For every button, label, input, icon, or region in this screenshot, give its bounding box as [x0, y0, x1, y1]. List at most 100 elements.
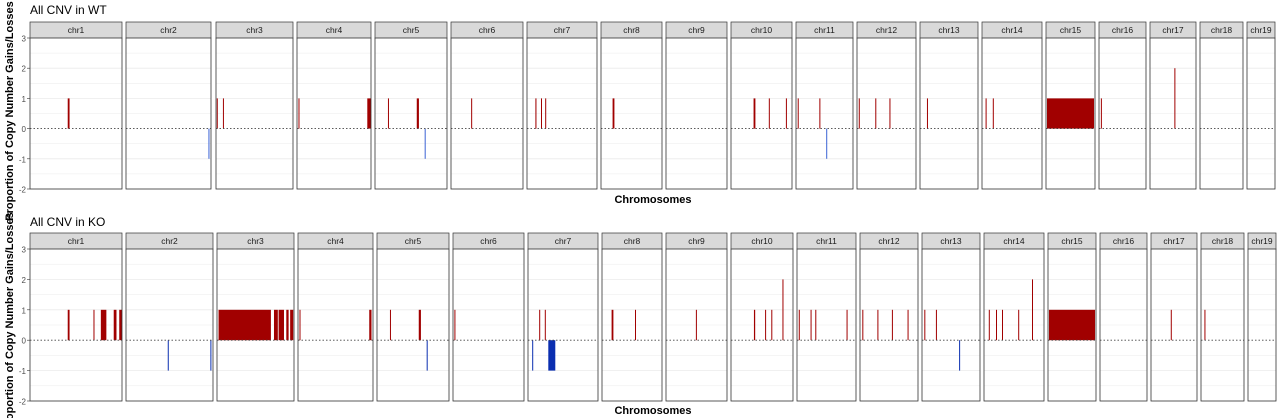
facet-strip-label: chr14 [1001, 25, 1023, 35]
gain-bar [1174, 68, 1176, 129]
facet-strip-label: chr6 [480, 236, 497, 246]
facet-strip-label: chr16 [1113, 236, 1135, 246]
facet-chr11: chr11 [795, 21, 854, 190]
facet-panel-border [1247, 248, 1277, 402]
facet-panel-border [216, 248, 295, 402]
gain-bar [218, 309, 271, 341]
gain-bar [273, 309, 278, 341]
facet-panel-border [125, 37, 212, 190]
facet-panel-border [1045, 37, 1096, 190]
gain-bar [416, 98, 419, 129]
gain-bar [926, 98, 928, 129]
facet-panel-border [526, 37, 598, 190]
gain-bar [891, 309, 893, 341]
facet-panel-border [1200, 248, 1245, 402]
gain-bar [771, 309, 773, 341]
facet-chr16: chr16 [1098, 21, 1147, 190]
facet-chr13: chr13 [919, 21, 979, 190]
gain-bar [985, 98, 987, 129]
facet-strip-label: chr7 [554, 25, 571, 35]
y-tick-label: -2 [19, 186, 27, 195]
facet-strip-label: chr8 [623, 25, 640, 35]
gain-bar [1032, 279, 1033, 341]
gain-bar [1204, 309, 1206, 341]
wt-chart-title: All CNV in WT [30, 3, 107, 17]
facet-strip-label: chr2 [160, 25, 177, 35]
facet-chr7: chr7 [526, 21, 598, 190]
facet-chr12: chr12 [859, 232, 919, 402]
facet-strip-label: chr1 [68, 236, 85, 246]
facet-strip-label: chr5 [403, 25, 420, 35]
loss-bar [167, 340, 169, 371]
facet-strip-label: chr1 [68, 25, 85, 35]
ko-chart-title: All CNV in KO [30, 215, 105, 229]
gain-bar [996, 309, 997, 341]
facet-chr2: chr2 [125, 232, 214, 402]
gain-bar [290, 309, 294, 341]
facet-strip-label: chr4 [326, 25, 343, 35]
facet-chr16: chr16 [1099, 232, 1148, 402]
facet-chr9: chr9 [665, 21, 728, 190]
facet-panel-border [527, 248, 599, 402]
loss-bar [208, 128, 210, 159]
y-tick-label: 2 [22, 65, 27, 74]
ko-x-axis-label: Chromosomes [614, 405, 691, 417]
facet-chr6: chr6 [452, 232, 525, 402]
facet-panel-border [665, 37, 728, 190]
facet-panel-border [856, 37, 917, 190]
facet-chr19: chr19 [1247, 232, 1277, 402]
gain-bar [216, 98, 218, 129]
facet-panel-border [730, 248, 794, 402]
gain-bar [544, 309, 546, 341]
gain-bar [67, 98, 70, 129]
facet-strip-label: chr16 [1112, 25, 1134, 35]
facet-chr1: chr1 [29, 232, 123, 402]
gain-bar [768, 98, 770, 129]
gain-bar [810, 309, 812, 341]
facet-panel-border [1199, 37, 1244, 190]
facet-strip-label: chr13 [938, 25, 960, 35]
gain-bar [785, 98, 787, 129]
gain-bar [539, 309, 541, 341]
ko-y-axis-label: Proportion of Copy Number Gains/Losses [4, 212, 16, 418]
gain-bar [369, 309, 372, 341]
facet-chr18: chr18 [1199, 21, 1244, 190]
gain-bar [858, 98, 860, 129]
gain-bar [418, 309, 421, 341]
facet-panel-border [376, 248, 450, 402]
gain-bar [367, 98, 371, 129]
facet-panel-border [665, 248, 728, 402]
y-tick-label: -1 [19, 155, 27, 164]
gain-bar [992, 98, 994, 129]
facet-chr4: chr4 [297, 232, 374, 402]
facet-strip-label: chr11 [816, 236, 837, 246]
facet-chr15: chr15 [1047, 232, 1097, 402]
facet-chr17: chr17 [1149, 21, 1197, 190]
y-tick-label: 1 [22, 306, 27, 315]
y-tick-label: -1 [19, 367, 27, 376]
wt-facet-panels: chr1 chr2 chr3 chr4 chr5 chr6 chr7 chr8 chr9 chr1… [29, 21, 1276, 190]
gain-bar [471, 98, 473, 129]
facet-strip-label: chr15 [1060, 25, 1082, 35]
gain-bar [798, 309, 800, 341]
facet-strip-label: chr11 [814, 25, 835, 35]
facet-chr9: chr9 [665, 232, 728, 402]
y-tick-label: 3 [22, 35, 27, 44]
facet-panel-border [859, 248, 919, 402]
facet-strip-label: chr18 [1211, 25, 1233, 35]
wt-x-axis-label: Chromosomes [614, 194, 691, 206]
facet-panel-border [374, 37, 448, 190]
loss-bar [826, 128, 828, 159]
facet-panel-border [450, 37, 524, 190]
facet-strip-label: chr19 [1251, 236, 1273, 246]
facet-strip-label: chr17 [1163, 236, 1185, 246]
gain-bar [877, 309, 879, 341]
facet-strip-label: chr3 [246, 25, 263, 35]
facet-panel-border [215, 37, 294, 190]
facet-chr13: chr13 [921, 232, 981, 402]
gain-bar [765, 309, 767, 341]
facet-panel-border [1047, 248, 1097, 402]
facet-chr10: chr10 [730, 232, 794, 402]
facet-chr8: chr8 [601, 232, 663, 402]
gain-bar [889, 98, 891, 129]
